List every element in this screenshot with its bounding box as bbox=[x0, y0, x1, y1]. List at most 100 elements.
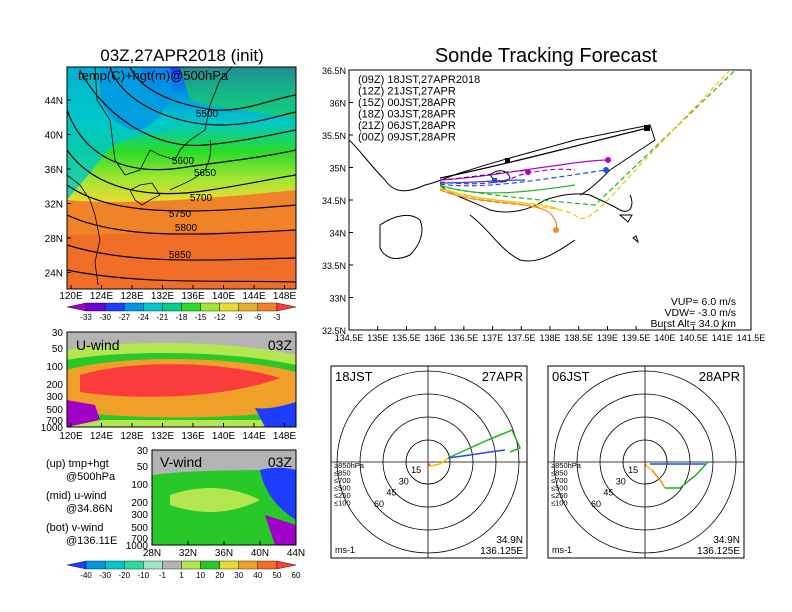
uwind-y-label: 500 bbox=[46, 405, 63, 416]
lat-tick-label: 36N bbox=[45, 165, 63, 176]
hodo-unit: ms-1 bbox=[552, 545, 572, 555]
track-legend-entry: (12Z) 21JST,27APR bbox=[358, 86, 456, 98]
hodo-level: ≥850hPa bbox=[551, 461, 582, 470]
colorbar-swatch bbox=[104, 302, 125, 312]
track-lon-label: 138E bbox=[539, 333, 560, 343]
track-lat-label: 34.5N bbox=[322, 196, 346, 206]
track-lon-label: 139E bbox=[597, 333, 618, 343]
left-map-lat-ticks: 44N 40N 36N 32N 28N 24N bbox=[45, 96, 71, 280]
lon-tick-label: 132E bbox=[151, 291, 175, 302]
wind-colorbar-swatch bbox=[162, 560, 182, 570]
vwind-x-ticks: 28N 32N 36N 40N 44N bbox=[143, 541, 305, 559]
contour-label: 5650 bbox=[194, 168, 217, 179]
hodo-level: ≤850 bbox=[551, 469, 568, 478]
hodo-ring-label: 30 bbox=[399, 476, 409, 486]
vwind-y-label: 200 bbox=[131, 498, 148, 509]
wind-colorbar-label: -30 bbox=[99, 571, 111, 580]
wind-colorbar-swatch bbox=[181, 560, 201, 570]
wind-colorbar-swatch bbox=[257, 560, 278, 570]
track-lat-label: 36.5N bbox=[322, 66, 346, 76]
vwind-y-label: 100 bbox=[131, 480, 148, 491]
hodo-ring-label: 45 bbox=[386, 488, 396, 498]
hodo-level: ≤500 bbox=[334, 484, 351, 493]
vwind-title: V-wind bbox=[160, 454, 202, 470]
colorbar-swatch bbox=[276, 302, 297, 312]
hodo-level: ≤100 bbox=[551, 499, 568, 508]
colorbar-label: -18 bbox=[176, 313, 188, 322]
wind-colorbar-label: 40 bbox=[253, 571, 262, 580]
wind-colorbar-swatch bbox=[66, 560, 87, 570]
uwind-x-label: 132E bbox=[151, 431, 175, 442]
tracking-lat-ticks: 36.5N 36N 35.5N 35N 34.5N 34N 33.5N 33N 32.5N bbox=[322, 66, 353, 336]
uwind-x-label: 140E bbox=[212, 431, 236, 442]
hodo-ring-label: 60 bbox=[591, 499, 601, 509]
vwind-y-label: 300 bbox=[131, 510, 148, 521]
vwind-x-label: 44N bbox=[287, 548, 305, 559]
hodo-trace bbox=[651, 469, 666, 489]
left-map-frame bbox=[66, 66, 297, 290]
hodo-trace bbox=[665, 461, 709, 489]
hodo-level: ≤250 bbox=[551, 491, 568, 500]
colorbar-label: -27 bbox=[118, 313, 130, 322]
uwind-x-label: 124E bbox=[90, 431, 114, 442]
track-lon-label: 135.5E bbox=[392, 333, 421, 343]
tracking-lon-ticks: 134.5E 135E 135.5E 136E 136.5E 137E 137.5E 138E… bbox=[335, 326, 766, 343]
wind-colorbar: -40 -30 -20 -10 -1 1 10 20 30 40 50 60 bbox=[66, 560, 301, 580]
uwind-frame bbox=[66, 331, 297, 428]
wind-colorbar-label: 30 bbox=[234, 571, 243, 580]
hodo-trace bbox=[644, 461, 647, 467]
wind-colorbar-swatch bbox=[238, 560, 259, 570]
tracking-map bbox=[349, 70, 737, 262]
wind-colorbar-swatch bbox=[200, 560, 220, 570]
track-lon-label: 141.5E bbox=[737, 333, 766, 343]
lon-tick-label: 140E bbox=[212, 291, 236, 302]
wind-colorbar-label: -10 bbox=[138, 571, 150, 580]
left-map-lon-ticks: 120E 124E 128E 132E 136E 140E 144E 148E bbox=[59, 285, 297, 302]
tracking-title: Sonde Tracking Forecast bbox=[435, 45, 658, 67]
track-lon-label: 137.5E bbox=[507, 333, 536, 343]
uwind-y-label: 700 bbox=[46, 416, 63, 427]
wind-colorbar-swatch bbox=[124, 560, 144, 570]
hodo-lon: 136.125E bbox=[480, 546, 523, 557]
colorbar-label: -9 bbox=[235, 313, 243, 322]
hodo-lat: 34.9N bbox=[496, 535, 523, 546]
uwind-y-label: 1000 bbox=[41, 423, 64, 434]
uwind-y-label: 30 bbox=[52, 328, 64, 339]
wind-colorbar-swatch bbox=[143, 560, 163, 570]
track-lon-label: 136.5E bbox=[450, 333, 479, 343]
wind-colorbar-label: 20 bbox=[215, 571, 224, 580]
track-lon-label: 137E bbox=[482, 333, 503, 343]
hodo-level: ≤100 bbox=[334, 499, 351, 508]
vwind-time: 03Z bbox=[268, 454, 293, 470]
colorbar-swatch bbox=[143, 302, 163, 312]
wind-colorbar-swatch bbox=[276, 560, 297, 570]
temperature-field bbox=[67, 67, 296, 289]
lat-tick-label: 44N bbox=[45, 96, 63, 107]
colorbar-label: -6 bbox=[254, 313, 262, 322]
wind-colorbar-swatch bbox=[219, 560, 239, 570]
wind-colorbar-label: 10 bbox=[196, 571, 205, 580]
hodo-trace bbox=[447, 449, 506, 459]
hodo-trace bbox=[427, 461, 431, 467]
lon-tick-label: 144E bbox=[242, 291, 266, 302]
wind-colorbar-swatch bbox=[85, 560, 106, 570]
track-lon-label: 138.5E bbox=[564, 333, 593, 343]
uwind-field bbox=[67, 332, 296, 427]
hodo-time: 18JST bbox=[335, 369, 373, 384]
vwind-x-label: 40N bbox=[251, 548, 269, 559]
colorbar-swatch bbox=[124, 302, 144, 312]
hodo-trace bbox=[447, 429, 522, 459]
vwind-y-label: 50 bbox=[137, 462, 149, 473]
param-vdw: VDW= -3.0 m/s bbox=[665, 307, 736, 319]
vwind-y-label: 30 bbox=[137, 446, 149, 457]
vwind-y-label: 500 bbox=[131, 523, 148, 534]
uwind-y-label: 200 bbox=[46, 380, 63, 391]
lat-tick-label: 28N bbox=[45, 234, 63, 245]
hodo-level: ≤850 bbox=[334, 469, 351, 478]
colorbar-swatch bbox=[85, 302, 106, 312]
hodo-date: 28APR bbox=[699, 369, 740, 384]
uwind-x-label: 120E bbox=[59, 431, 83, 442]
